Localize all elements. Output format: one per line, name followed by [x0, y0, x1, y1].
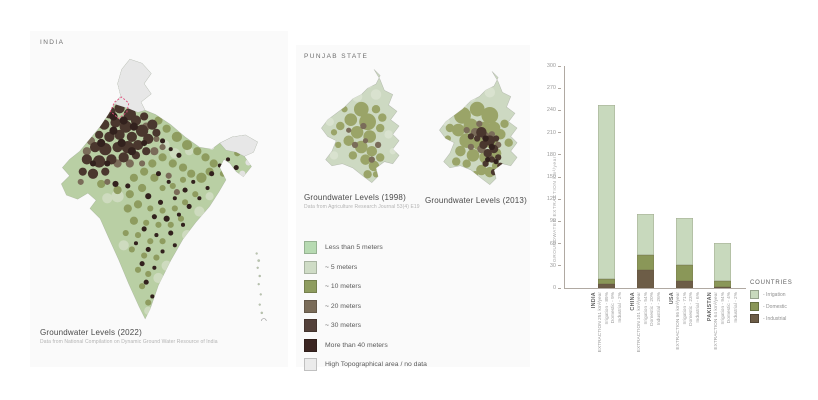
punjab-map-2013 [439, 71, 518, 186]
y-tick: 210 [542, 130, 561, 136]
bar-segment-industrial [714, 286, 731, 288]
bar-pakistan [714, 242, 731, 288]
india-map-source: Data from National Compilation on Dynami… [40, 339, 218, 345]
y-tick: 240 [542, 107, 561, 113]
bar-segment-irrigation [598, 105, 615, 280]
india-caption-block: Groundwater Levels (2022) Data from Nati… [40, 328, 218, 345]
bar-segment-industrial [637, 269, 654, 288]
punjab-1998-caption: Groundwater Levels (1998) [304, 193, 406, 202]
punjab-panel: PUNJAB STATE [296, 45, 530, 371]
punjab-1998-caption-block: Groundwater Levels (1998) Data from Agri… [304, 193, 420, 210]
legend-item: ~ 10 meters [304, 280, 427, 293]
punjab-2013-caption-block: Groundwater Levels (2013) [425, 196, 527, 205]
y-tick: 0 [542, 285, 561, 291]
legend-item: - Industrial [750, 314, 793, 323]
chart-legend: COUNTRIES - Irrigation - Domestic - Indu… [750, 280, 793, 326]
legend-swatch-irrigation [750, 290, 759, 299]
india-panel-title: INDIA [40, 39, 65, 46]
legend-item: - Irrigation [750, 290, 793, 299]
india-region-30m [78, 103, 161, 179]
punjab-outline-highlight [109, 96, 130, 120]
xlabel-usa: USA EXTRACTION 96 km³/year Irrigation - … [669, 292, 702, 350]
legend-swatch-domestic [750, 302, 759, 311]
y-tick: 120 [542, 196, 561, 202]
punjab-map-1998 [321, 69, 400, 184]
bar-segment-irrigation [714, 242, 731, 282]
legend-item: ~ 5 meters [304, 260, 427, 274]
bar-segment-irrigation [676, 217, 693, 266]
bar-segment-irrigation [637, 214, 654, 255]
legend-swatch-less-5m [304, 241, 317, 254]
india-panel: INDIA [30, 31, 288, 367]
y-axis-line [564, 66, 565, 288]
bar-china [637, 214, 654, 288]
bar-segment-domestic [598, 279, 615, 285]
north-arrow-icon [261, 318, 267, 321]
legend-swatch-10m [304, 280, 317, 293]
y-tick: 90 [542, 218, 561, 224]
legend-item: High Topographical area / no data [304, 358, 427, 371]
xlabel-pakistan: PAKISTAN EXTRACTION 64 km³/year Irrigati… [707, 292, 740, 350]
bar-segment-domestic [637, 254, 654, 270]
legend-swatch-30m [304, 319, 317, 332]
y-tick: 150 [542, 174, 561, 180]
water-level-legend: Less than 5 meters ~ 5 meters ~ 10 meter… [304, 241, 427, 378]
legend-swatch-5m [304, 260, 317, 274]
punjab-panel-title: PUNJAB STATE [304, 53, 369, 60]
bar-segment-industrial [676, 281, 693, 288]
legend-swatch-20m [304, 299, 317, 313]
bar-segment-industrial [598, 284, 615, 288]
bar-usa [676, 217, 693, 288]
y-tick: 180 [542, 152, 561, 158]
punjab-2013-caption: Groundwater Levels (2013) [425, 196, 527, 205]
legend-swatch-more-40m [304, 338, 317, 352]
punjab-1998-source: Data from Agriculture Research Journal 5… [304, 204, 420, 210]
india-map [60, 58, 267, 321]
legend-swatch-no-data [304, 358, 317, 371]
xlabel-china: CHINA EXTRACTION 101 km³/year Irrigation… [630, 292, 663, 353]
bar-segment-domestic [676, 265, 693, 282]
legend-item: Less than 5 meters [304, 241, 427, 254]
bar-india [598, 105, 615, 288]
y-tick: 300 [542, 63, 561, 69]
extraction-bar-chart: GROUNDWATER EXTRACTION km³/year 0 30 60 90 1… [540, 0, 818, 400]
xlabel-india: INDIA EXTRACTION 251 km³/year Irrigation… [591, 292, 624, 353]
chart-legend-title: COUNTRIES [750, 280, 793, 286]
y-tick: 270 [542, 85, 561, 91]
legend-item: ~ 30 meters [304, 319, 427, 332]
india-map-caption: Groundwater Levels (2022) [40, 328, 142, 337]
india-region-40m [89, 112, 249, 299]
bar-segment-domestic [714, 281, 731, 287]
legend-item: More than 40 meters [304, 338, 427, 352]
y-tick: 60 [542, 241, 561, 247]
legend-item: ~ 20 meters [304, 299, 427, 313]
y-tick: 30 [542, 263, 561, 269]
island-dots [255, 252, 264, 315]
india-landmass [60, 58, 259, 320]
legend-swatch-industrial [750, 314, 759, 323]
x-axis-line [564, 288, 746, 289]
legend-item: - Domestic [750, 302, 793, 311]
